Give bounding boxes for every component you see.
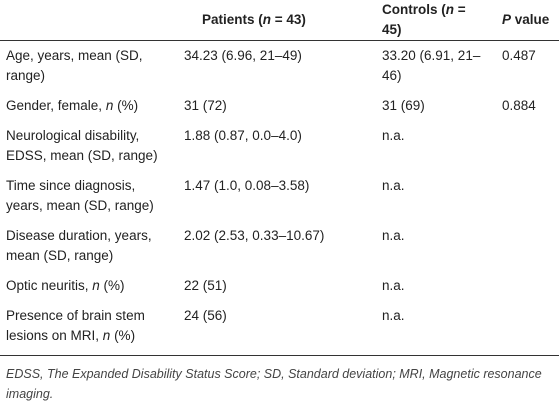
table-cell: 0.487 [502, 48, 536, 63]
table-cell: 31 (69) [382, 98, 425, 113]
table-cell: Disease duration, years, mean (SD, range… [6, 228, 152, 263]
table-body: Age, years, mean (SD, range) 34.23 (6.96,… [0, 41, 559, 356]
text-run: (%) [110, 328, 136, 343]
table-cell: Presence of brain stem lesions on MRI, n… [0, 301, 178, 356]
table-cell: 24 (56) [184, 308, 227, 323]
table-cell: 31 (72) [184, 98, 227, 113]
table-row: Neurological disability, EDSS, mean (SD,… [0, 121, 559, 171]
text-run: value [511, 12, 550, 27]
text-run: (%) [99, 278, 125, 293]
text-run: n [105, 98, 114, 113]
table-cell: 2.02 (2.53, 0.33–10.67) [184, 228, 325, 243]
text-run: = 45) [382, 2, 466, 37]
table-cell: Time since diagnosis, years, mean (SD, r… [6, 178, 154, 213]
table-row: Presence of brain stem lesions on MRI, n… [0, 301, 559, 356]
table-row: Age, years, mean (SD, range) 34.23 (6.96,… [0, 41, 559, 92]
table-cell [490, 171, 559, 221]
header-cell: Patients (n = 43) [178, 0, 358, 41]
table-row: Disease duration, years, mean (SD, range… [0, 221, 559, 271]
table-cell: n.a. [382, 308, 405, 323]
table-row: Time since diagnosis, years, mean (SD, r… [0, 171, 559, 221]
table-cell: 0.884 [502, 98, 536, 113]
table-cell: Optic neuritis, n (%) [0, 271, 178, 301]
table-cell [490, 221, 559, 271]
text-run: Gender, female, [6, 98, 106, 113]
table-cell: Gender, female, n (%) [0, 91, 178, 121]
text-run: n [445, 2, 454, 17]
text-run: n [92, 278, 100, 293]
text-run: P [502, 12, 512, 27]
table-row: Optic neuritis, n (%) 22 (51) n.a. [0, 271, 559, 301]
table-cell: Neurological disability, EDSS, mean (SD,… [6, 128, 158, 163]
table-cell: n.a. [382, 278, 405, 293]
text-run: n [102, 328, 111, 343]
text-run: = 43) [271, 12, 306, 27]
table-cell: 33.20 (6.91, 21–46) [382, 48, 481, 83]
table-cell [490, 121, 559, 171]
table-row: Gender, female, n (%) 31 (72) 31 (69) 0.884 [0, 91, 559, 121]
text-run: (%) [113, 98, 139, 113]
table-cell [490, 271, 559, 301]
header-cell: P value [490, 0, 559, 41]
footnote: EDSS, The Expanded Disability Status Sco… [6, 367, 542, 401]
table-cell: 22 (51) [184, 278, 227, 293]
text-run: Presence of brain stem lesions on MRI, [6, 308, 145, 343]
table-cell: 1.47 (1.0, 0.08–3.58) [184, 178, 310, 193]
text-run: Patients ( [202, 12, 263, 27]
table-cell [490, 301, 559, 356]
text-run: Controls ( [382, 2, 446, 17]
header-row: Patients (n = 43) Controls (n = 45) P valu… [0, 0, 559, 41]
table-cell: 1.88 (0.87, 0.0–4.0) [184, 128, 302, 143]
table-cell: Age, years, mean (SD, range) [6, 48, 143, 83]
table-cell: n.a. [382, 228, 405, 243]
text-run: Optic neuritis, [6, 278, 93, 293]
data-table: Patients (n = 43) Controls (n = 45) P valu… [0, 0, 559, 356]
header-cell: Controls (n = 45) [358, 0, 490, 41]
text-run: n [262, 12, 272, 27]
table-cell: 34.23 (6.96, 21–49) [184, 48, 302, 63]
table-cell: n.a. [382, 128, 405, 143]
header-cell [0, 0, 178, 41]
table-cell: n.a. [382, 178, 405, 193]
